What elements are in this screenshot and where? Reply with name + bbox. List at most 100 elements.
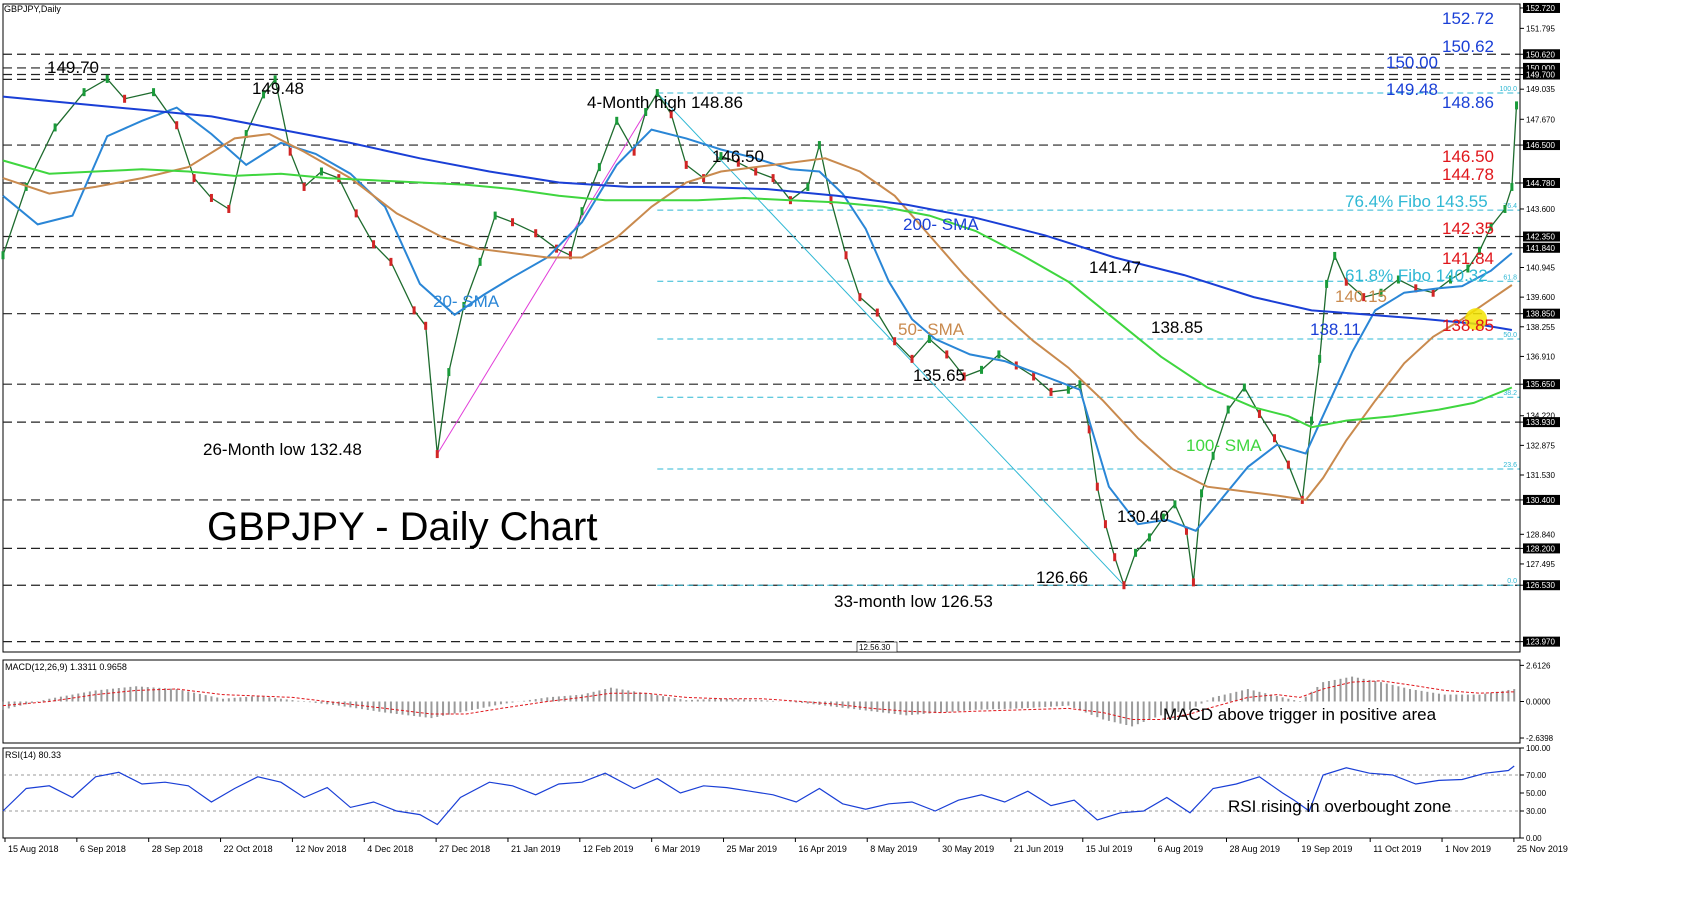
macd-histogram-bar <box>737 699 739 701</box>
macd-histogram-bar <box>251 696 253 701</box>
macd-histogram-bar <box>847 702 849 709</box>
macd-histogram-bar <box>981 702 983 710</box>
macd-histogram-bar <box>465 702 467 712</box>
macd-histogram-bar <box>674 698 676 701</box>
macd-histogram-bar <box>1426 692 1428 702</box>
macd-histogram-bar <box>523 701 525 702</box>
macd-histogram-bar <box>338 702 340 706</box>
macd-histogram-bar <box>668 697 670 701</box>
macd-histogram-bar <box>216 698 218 702</box>
macd-y-tick-label: 0.0000 <box>1526 698 1551 707</box>
rsi-y-tick-label: 70.00 <box>1526 771 1547 780</box>
price-candle <box>152 88 155 96</box>
right-price-annotation: 138.85 <box>1442 316 1494 335</box>
chart-annotation: 126.66 <box>1036 568 1088 587</box>
rsi-annotation: RSI rising in overbought zone <box>1228 797 1451 816</box>
x-axis-tick-label: 11 Oct 2019 <box>1373 844 1421 854</box>
price-candle <box>1096 483 1099 491</box>
macd-histogram-bar <box>616 689 618 702</box>
macd-histogram-bar <box>407 702 409 716</box>
macd-histogram-bar <box>506 702 508 704</box>
macd-histogram-bar <box>755 700 757 702</box>
chart-annotation: 100- SMA <box>1186 436 1262 455</box>
macd-histogram-bar <box>1253 690 1255 701</box>
macd-y-tick-label: -2.6398 <box>1526 734 1554 743</box>
macd-histogram-bar <box>1009 702 1011 709</box>
macd-histogram-bar <box>1264 693 1266 701</box>
macd-y-tick-label: 2.6126 <box>1526 661 1551 670</box>
macd-histogram-bar <box>610 688 612 702</box>
macd-histogram-bar <box>129 687 131 702</box>
macd-histogram-bar <box>1322 682 1324 701</box>
macd-histogram-bar <box>749 700 751 702</box>
x-axis-tick-label: 25 Mar 2019 <box>727 844 778 854</box>
macd-histogram-bar <box>1148 702 1150 720</box>
macd-histogram-bar <box>500 702 502 705</box>
x-axis-tick-label: 25 Nov 2019 <box>1517 844 1568 854</box>
price-candle <box>1333 252 1336 260</box>
macd-histogram-bar <box>1050 702 1052 707</box>
right-price-annotation: 150.62 <box>1442 37 1494 56</box>
x-axis-tick-label: 1 Nov 2019 <box>1445 844 1491 854</box>
macd-histogram-bar <box>622 690 624 702</box>
right-price-annotation: 138.11 <box>1310 320 1361 339</box>
price-candle <box>1243 384 1246 392</box>
macd-histogram-bar <box>969 702 971 711</box>
macd-histogram-bar <box>367 702 369 710</box>
macd-histogram-bar <box>546 697 548 701</box>
macd-histogram-bar <box>1033 702 1035 708</box>
macd-histogram-bar <box>859 702 861 710</box>
macd-histogram-bar <box>975 702 977 710</box>
macd-histogram-bar <box>31 702 33 703</box>
macd-histogram-bar <box>320 702 322 704</box>
x-axis-tick-label: 15 Jul 2019 <box>1086 844 1133 854</box>
macd-histogram-bar <box>899 702 901 715</box>
macd-histogram-bar <box>714 699 716 702</box>
price-candle <box>581 207 584 215</box>
macd-histogram-bar <box>309 702 311 703</box>
rsi-y-tick-label: 30.00 <box>1526 807 1547 816</box>
macd-histogram-bar <box>1450 695 1452 702</box>
price-y-tick-label: 142.350 <box>1526 233 1555 242</box>
price-candle <box>54 123 57 131</box>
price-candle <box>355 209 358 217</box>
macd-histogram-bar <box>60 697 62 702</box>
x-axis-tick-label: 16 Apr 2019 <box>798 844 847 854</box>
macd-histogram-bar <box>512 702 514 703</box>
price-candle <box>1113 553 1116 561</box>
rsi-y-tick-label: 50.00 <box>1526 789 1547 798</box>
macd-histogram-bar <box>459 702 461 713</box>
macd-histogram-bar <box>1160 702 1162 716</box>
right-price-annotation: 140.15 <box>1335 287 1387 306</box>
price-candle <box>1192 578 1195 586</box>
macd-histogram-bar <box>1467 695 1469 702</box>
price-y-tick-label: 132.875 <box>1526 441 1555 450</box>
right-price-annotation: 149.48 <box>1386 80 1438 99</box>
macd-histogram-bar <box>876 702 878 712</box>
price-candle <box>1310 417 1313 425</box>
macd-histogram-bar <box>419 702 421 717</box>
chart-annotation: 200- SMA <box>903 215 979 234</box>
macd-histogram-bar <box>1438 694 1440 702</box>
price-y-tick-label: 149.700 <box>1526 71 1555 80</box>
price-y-tick-label: 127.495 <box>1526 560 1555 569</box>
symbol-label: GBPJPY,Daily <box>4 4 61 14</box>
macd-histogram-bar <box>807 702 809 704</box>
price-candle <box>845 251 848 259</box>
macd-histogram-bar <box>228 698 230 701</box>
price-candle <box>2 251 5 259</box>
macd-histogram-bar <box>1368 680 1370 702</box>
price-y-tick-label: 151.795 <box>1526 24 1555 33</box>
macd-histogram-bar <box>1206 700 1208 701</box>
macd-histogram-bar <box>1119 702 1121 724</box>
right-price-annotation: 76.4% Fibo 143.55 <box>1345 192 1488 211</box>
macd-histogram-bar <box>1409 689 1411 701</box>
price-candle <box>1227 406 1230 414</box>
macd-histogram-bar <box>1345 678 1347 702</box>
price-candle <box>1510 183 1513 191</box>
price-candle <box>289 148 292 156</box>
macd-annotation: MACD above trigger in positive area <box>1163 705 1437 724</box>
macd-histogram-bar <box>1397 686 1399 701</box>
macd-histogram-bar <box>297 701 299 702</box>
chart-annotation: 26-Month low 132.48 <box>203 440 362 459</box>
